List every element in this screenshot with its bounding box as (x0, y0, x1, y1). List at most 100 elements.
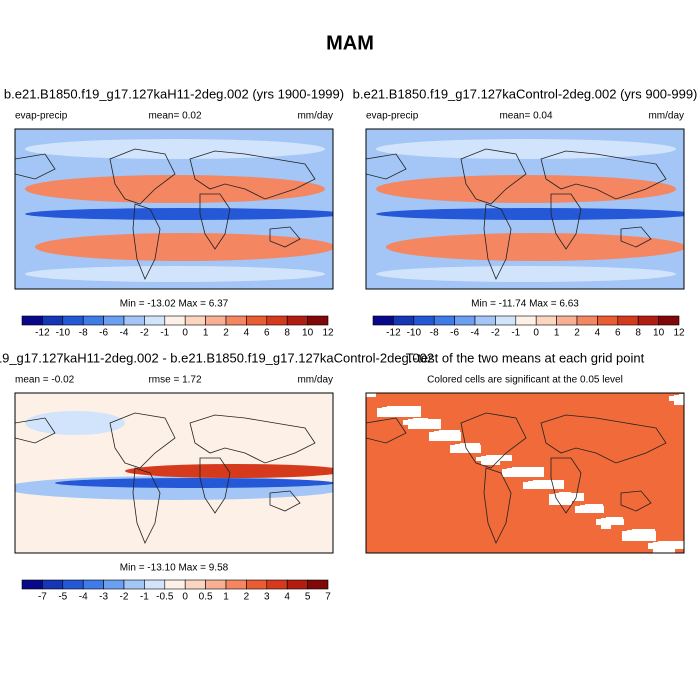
colorbar-box (413, 315, 435, 326)
coastline (109, 412, 176, 469)
colorbar-label: 12 (322, 328, 334, 339)
colorbar-box (42, 315, 64, 326)
colorbar-label: 0.5 (199, 592, 213, 603)
coastline (460, 148, 527, 205)
min-max: Min = -11.74 Max = 6.63 (471, 299, 579, 310)
colorbar-label: 1 (554, 328, 560, 339)
colorbar-label: -12 (35, 328, 50, 339)
colorbar-label: 0 (533, 328, 539, 339)
colorbar-box (266, 315, 288, 326)
colorbar-label: 12 (673, 328, 685, 339)
field-blob (386, 233, 684, 261)
coastline (132, 467, 161, 544)
colorbar-label: 2 (574, 328, 580, 339)
coastline (366, 153, 407, 180)
colorbar-label: -7 (38, 592, 47, 603)
colorbar-label: 4 (284, 592, 290, 603)
map (14, 392, 334, 554)
colorbar-label: -1 (140, 592, 149, 603)
coastline (189, 150, 316, 200)
colorbar-box (286, 579, 308, 590)
colorbar-label: -2 (140, 328, 149, 339)
coastline (189, 414, 316, 464)
colorbar-box (205, 579, 227, 590)
colorbar-box (82, 579, 104, 590)
insignificant-cells (575, 506, 604, 513)
coastline (550, 457, 582, 514)
colorbar-label: -10 (56, 328, 71, 339)
colorbar-label: 6 (615, 328, 621, 339)
field-blob (25, 139, 325, 159)
colorbar-box (433, 315, 455, 326)
colorbar-box (246, 579, 268, 590)
min-max: Min = -13.02 Max = 6.37 (120, 299, 229, 310)
panel-title: b.e21.B1850.f19_g17.127kaControl-2deg.00… (353, 86, 698, 101)
colorbar-label: -1 (511, 328, 520, 339)
field-blob (376, 266, 676, 282)
colorbar-box (103, 315, 125, 326)
min-max: Min = -13.10 Max = 9.58 (120, 563, 229, 574)
colorbar-label: 8 (284, 328, 290, 339)
colorbar-label: -12 (386, 328, 401, 339)
colorbar-label: 10 (302, 328, 314, 339)
coastline (540, 150, 667, 200)
colorbar-box (62, 315, 84, 326)
colorbar-label: 2 (223, 328, 229, 339)
colorbar-box (393, 315, 415, 326)
colorbar-label: -6 (450, 328, 459, 339)
colorbar-label: 1 (223, 592, 229, 603)
colorbar-box (266, 579, 288, 590)
colorbar-box (123, 315, 145, 326)
coastline (550, 193, 582, 250)
insignificant-cells (648, 543, 663, 549)
coastline (540, 414, 667, 464)
coastline (483, 467, 512, 544)
colorbar-box (184, 579, 206, 590)
colorbar-box (576, 315, 598, 326)
insignificant-cells (366, 393, 376, 397)
center-label: mean= 0.04 (499, 111, 553, 122)
left-label: mean = -0.02 (15, 375, 75, 386)
coastline (366, 417, 407, 444)
colorbar-box (515, 315, 537, 326)
colorbar-box (21, 579, 43, 590)
map (365, 392, 685, 554)
colorbar-box (495, 315, 517, 326)
insignificant-cells (429, 432, 461, 441)
center-label: mean= 0.02 (148, 111, 202, 122)
colorbar-box (454, 315, 476, 326)
right-label: mm/day (297, 375, 333, 386)
colorbar-label: 4 (244, 328, 250, 339)
colorbar-box (42, 579, 64, 590)
left-label: evap-precip (366, 111, 419, 122)
coastline (15, 153, 56, 180)
coastline (199, 457, 231, 514)
coastline (620, 226, 652, 248)
colorbar-label: -6 (99, 328, 108, 339)
colorbar-label: 5 (305, 592, 311, 603)
coastline (132, 203, 161, 280)
coastline (483, 203, 512, 280)
insignificant-cells (450, 445, 481, 453)
map (365, 128, 685, 290)
field-blob (25, 175, 325, 203)
field-blob (35, 233, 333, 261)
insignificant-cells (481, 456, 500, 465)
colorbar-label: -8 (79, 328, 88, 339)
colorbar-label: -4 (79, 592, 88, 603)
insignificant-cells (596, 519, 624, 525)
colorbar-label: 8 (635, 328, 641, 339)
colorbar-box (658, 315, 680, 326)
map-frame (365, 392, 685, 554)
colorbar-label: 7 (325, 592, 331, 603)
right-label: mm/day (297, 111, 333, 122)
colorbar-label: -0.5 (156, 592, 174, 603)
colorbar-label: -2 (120, 592, 129, 603)
insignificant-cells (622, 531, 656, 541)
field-blob (125, 464, 333, 478)
colorbar-box (307, 315, 329, 326)
right-label: mm/day (648, 111, 684, 122)
map-field (15, 129, 333, 289)
map-field (366, 393, 684, 553)
